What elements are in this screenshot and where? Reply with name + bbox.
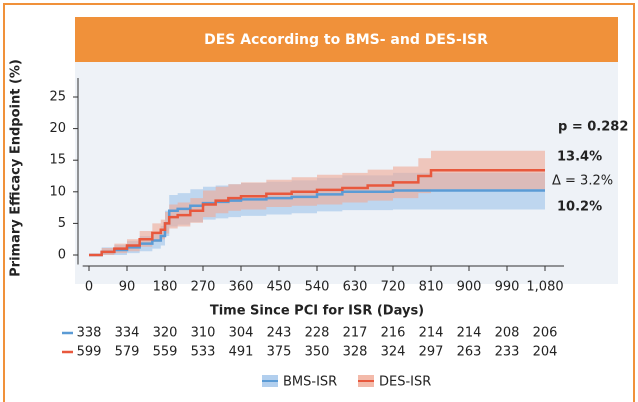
x-tick-label: 180	[153, 280, 178, 295]
y-tick-label: 5	[58, 216, 66, 231]
legend-label: BMS-ISR	[283, 375, 337, 390]
x-axis-title: Time Since PCI for ISR (Days)	[210, 304, 424, 319]
at-risk-count: 217	[343, 326, 368, 341]
y-tick-label: 15	[49, 153, 66, 168]
at-risk-count: 297	[419, 345, 444, 360]
at-risk-count: 334	[115, 326, 140, 341]
y-tick-label: 20	[49, 121, 66, 136]
at-risk-count: 320	[153, 326, 178, 341]
legend-label: DES-ISR	[379, 375, 431, 390]
at-risk-count: 233	[495, 345, 520, 360]
at-risk-count: 243	[267, 326, 292, 341]
annotation: 13.4%	[557, 150, 602, 165]
at-risk-count: 491	[229, 345, 254, 360]
annotation: 10.2%	[557, 200, 602, 215]
at-risk-count: 533	[191, 345, 216, 360]
x-tick-label: 720	[381, 280, 406, 295]
x-tick-label: 90	[119, 280, 136, 295]
x-tick-label: 1,080	[526, 280, 563, 295]
at-risk-count: 208	[495, 326, 520, 341]
at-risk-count: 375	[267, 345, 292, 360]
at-risk-count: 350	[305, 345, 330, 360]
x-tick-label: 0	[85, 280, 93, 295]
x-tick-label: 630	[343, 280, 368, 295]
at-risk-count: 559	[153, 345, 178, 360]
y-tick-label: 0	[58, 248, 66, 263]
at-risk-count: 328	[343, 345, 368, 360]
annotation: Δ = 3.2%	[552, 174, 613, 189]
at-risk-count: 263	[457, 345, 482, 360]
x-tick-label: 270	[191, 280, 216, 295]
x-tick-label: 900	[457, 280, 482, 295]
at-risk-count: 579	[115, 345, 140, 360]
x-tick-label: 990	[495, 280, 520, 295]
at-risk-count: 310	[191, 326, 216, 341]
at-risk-count: 216	[381, 326, 406, 341]
x-tick-label: 360	[229, 280, 254, 295]
at-risk-count: 304	[229, 326, 254, 341]
x-tick-label: 810	[419, 280, 444, 295]
at-risk-count: 324	[381, 345, 406, 360]
y-tick-label: 10	[49, 184, 66, 199]
frame	[3, 3, 635, 402]
at-risk-count: 214	[457, 326, 482, 341]
chart-title: DES According to BMS- and DES-ISR	[204, 32, 488, 48]
x-tick-label: 450	[267, 280, 292, 295]
title-banner	[75, 17, 618, 62]
at-risk-count: 204	[533, 345, 558, 360]
y-axis-title: Primary Efficacy Endpoint (%)	[9, 59, 24, 277]
annotation: p = 0.282	[558, 120, 628, 135]
at-risk-count: 338	[77, 326, 102, 341]
x-tick-label: 540	[305, 280, 330, 295]
at-risk-count: 214	[419, 326, 444, 341]
y-tick-label: 25	[49, 90, 66, 105]
at-risk-count: 228	[305, 326, 330, 341]
at-risk-count: 206	[533, 326, 558, 341]
survival-line	[89, 169, 545, 257]
at-risk-count: 599	[77, 345, 102, 360]
